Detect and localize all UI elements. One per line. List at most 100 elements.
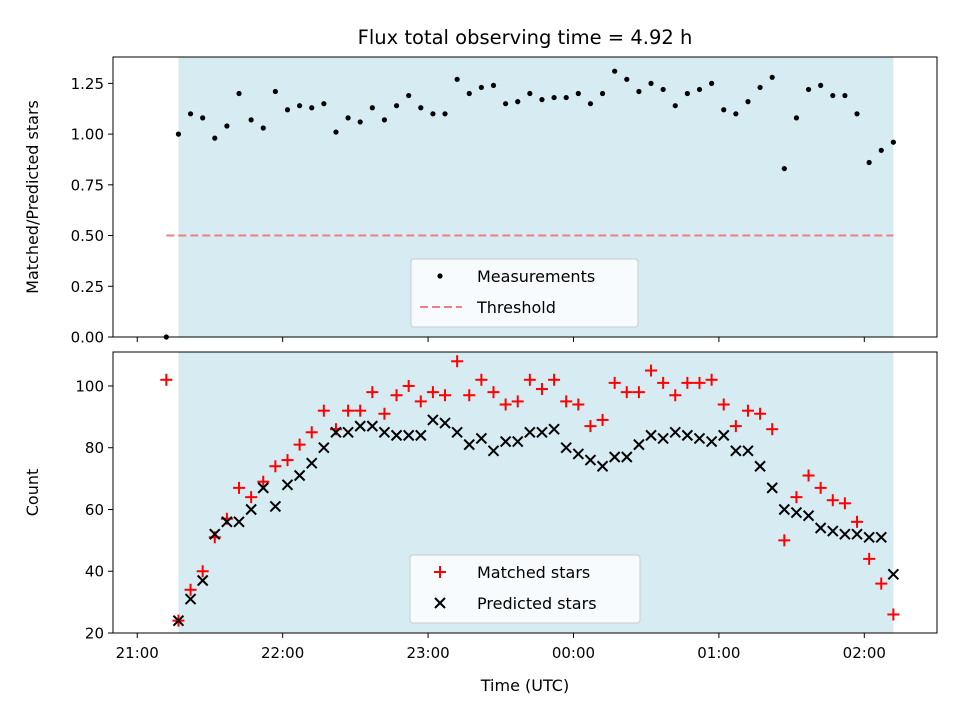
predicted-star-point [378,426,391,438]
measurement-point [309,105,315,111]
predicted-star-point [754,460,766,472]
matched-star-point [669,389,682,402]
matched-star-point [863,552,876,565]
predicted-star-point [572,448,585,460]
matched-star-point [681,376,694,389]
legend-marker-matched-stars [434,566,446,578]
matched-star-point [596,413,609,426]
measurement-point [418,105,424,111]
measurement-point [478,84,484,91]
matched-star-point [584,420,597,433]
measurement-point [648,80,654,86]
measurement-point [260,125,266,131]
y-tick-label: 80 [85,439,104,457]
predicted-star-point [608,451,621,463]
x-tick-label: 21:00 [116,644,159,662]
matched-star-point [645,364,658,377]
predicted-star-point [390,429,403,442]
matched-star-point [354,404,367,417]
measurement-point [781,165,787,172]
predicted-star-point [330,426,342,438]
measurement-point [187,111,194,117]
x-tick-label: 02:00 [843,644,886,662]
predicted-star-point [475,432,488,445]
measurement-point [551,94,557,101]
y-tick-label: 0.75 [71,176,104,194]
ratio-legend-box [410,258,639,328]
measurement-point [515,99,521,105]
measurement-point [587,101,594,107]
legend-marker-measurements [437,273,443,279]
predicted-star-point [524,426,536,438]
y-tick-label: 0.50 [71,227,104,245]
count-legend-box [409,554,641,624]
measurement-point [236,90,242,97]
predicted-star-point [705,435,718,448]
legend-label-predicted-stars: Predicted stars [477,594,597,613]
predicted-star-point [487,445,500,457]
measurement-point [672,103,678,109]
predicted-star-point [536,426,548,438]
predicted-star-point [669,426,681,438]
predicted-star-point [366,420,379,432]
measurement-point [454,76,460,82]
measurement-point [224,123,230,129]
predicted-star-point [427,414,439,426]
measurement-point [854,111,860,117]
predicted-star-point [633,438,645,451]
matched-star-point [838,497,851,510]
measurement-point [660,86,666,93]
predicted-star-point [802,509,815,522]
predicted-star-point [281,479,294,491]
matched-star-point [729,420,742,433]
measurement-point [624,76,630,82]
matched-star-point [475,373,488,386]
predicted-star-point [415,429,427,442]
matched-star-point [851,515,864,528]
legend-marker-predicted-stars [434,597,446,609]
x-tick-label: 01:00 [697,644,740,662]
measurement-point [721,107,727,113]
predicted-star-point [657,432,669,445]
y-tick-label: 0.25 [71,278,104,296]
count-legend: Matched stars Predicted stars [409,554,641,624]
legend-label-threshold: Threshold [476,298,556,317]
measurement-point [466,90,472,97]
predicted-star-point [318,442,330,454]
matched-star-point [499,398,512,411]
matched-star-point [620,386,633,399]
matched-star-point [305,426,318,439]
matched-star-point [439,389,452,402]
measurement-point [636,88,642,95]
matched-star-point [790,491,803,504]
matched-star-point [717,398,730,411]
measurement-point [745,99,751,105]
measurement-point [393,103,400,109]
matched-star-point [705,373,718,386]
measurement-point [357,119,363,125]
matched-star-point [317,404,330,417]
ratio-axes-frame [112,56,938,338]
matched-star-point [269,460,282,473]
count-y-axis-label: Count [23,469,42,517]
measurement-point [612,68,618,74]
x-tick-label: 22:00 [261,644,304,662]
matched-star-point [887,608,900,621]
matched-star-point [657,376,670,389]
matched-star-point [245,491,258,504]
predicted-star-point [730,445,742,457]
matched-star-point [184,583,197,596]
predicted-star-point [196,574,209,587]
measurement-point [696,86,703,93]
predicted-star-point [887,568,900,581]
y-tick-label: 60 [85,501,104,519]
predicted-star-point [209,528,221,540]
y-tick-label: 0.00 [71,329,104,347]
predicted-star-point [560,442,572,454]
predicted-star-point [875,531,887,543]
legend-label-measurements: Measurements [477,267,595,286]
measurement-point [805,86,812,93]
measurement-point [297,103,303,109]
predicted-star-point [814,522,827,534]
matched-star-point [293,438,306,451]
